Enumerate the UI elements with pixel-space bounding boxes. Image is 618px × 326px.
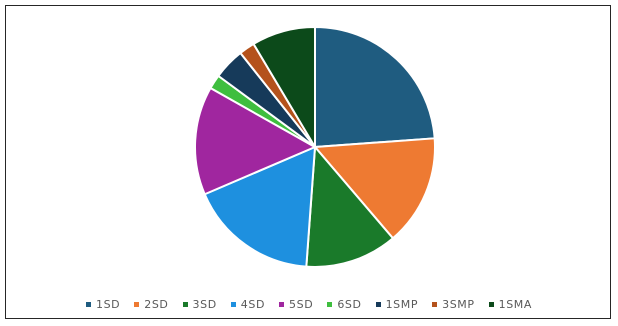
pie-slice-1sd <box>314 26 436 148</box>
legend-item-3sd: 3SD <box>182 297 217 311</box>
legend-label: 1SD <box>95 297 121 311</box>
legend-item-1smp: 1SMP <box>375 297 419 311</box>
chart-area: 1SD 2SD 3SD 4SD 5SD 6SD 1SMP 3SMP 1SMA <box>5 5 611 319</box>
legend-item-2sd: 2SD <box>134 298 168 311</box>
legend-marker-3smp <box>432 301 438 307</box>
legend-marker-3sd <box>182 301 188 307</box>
legend-label: 1SMP <box>385 297 419 311</box>
legend-item-4sd: 4SD <box>230 297 266 311</box>
pie-slice-1sma <box>252 26 316 148</box>
legend: 1SD 2SD 3SD 4SD 5SD 6SD 1SMP 3SMP 1SMA <box>6 293 612 315</box>
legend-item-3smp: 3SMP <box>432 298 475 311</box>
legend-marker-1smp <box>375 301 381 307</box>
legend-label: 5SD <box>289 297 314 311</box>
legend-label: 2SD <box>144 297 169 311</box>
legend-label: 1SMA <box>498 297 533 311</box>
legend-label: 3SD <box>192 297 217 311</box>
legend-marker-1sma <box>488 301 494 307</box>
legend-marker-1sd <box>85 301 91 307</box>
legend-label: 6SD <box>337 297 362 311</box>
pie-slice-5sd <box>194 87 316 196</box>
legend-item-6sd: 6SD <box>327 298 361 311</box>
pie-slice-2sd <box>314 137 436 240</box>
pie-slice-4sd <box>203 146 316 268</box>
legend-marker-6sd <box>327 301 333 307</box>
legend-item-5sd: 5SD <box>279 298 313 311</box>
legend-marker-5sd <box>279 301 285 307</box>
legend-item-1sma: 1SMA <box>488 297 533 311</box>
pie-slice-3sd <box>305 146 394 268</box>
legend-label: 3SMP <box>442 297 475 311</box>
legend-marker-4sd <box>230 301 236 307</box>
legend-item-1sd: 1SD <box>85 297 121 311</box>
legend-marker-2sd <box>134 301 140 307</box>
pie-chart <box>194 26 436 268</box>
legend-label: 4SD <box>240 297 266 311</box>
